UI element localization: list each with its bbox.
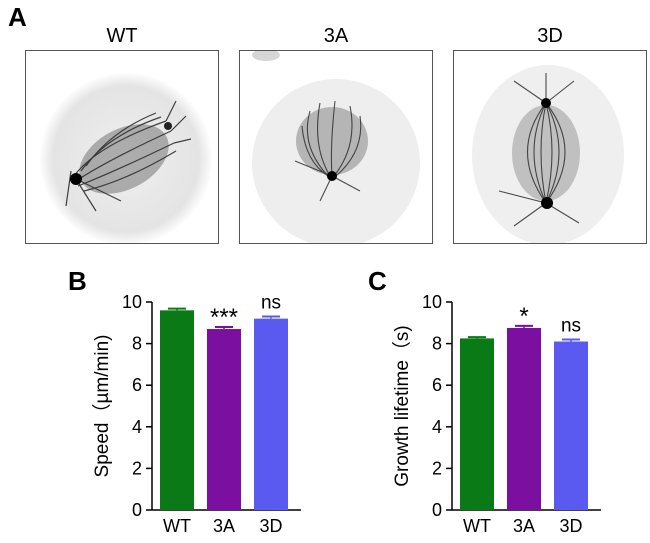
speed-bar-chart: 0 2 4 6 8 10 Speed（µm/min) WT 3A *** 3D ns bbox=[91, 292, 301, 536]
y-tick-label: 0 bbox=[432, 500, 442, 520]
y-tick-label: 4 bbox=[432, 417, 442, 437]
y-axis-label: Speed（µm/min) bbox=[91, 335, 113, 478]
bar-3a bbox=[507, 328, 541, 510]
bar-wt bbox=[460, 338, 494, 510]
y-tick-label: 6 bbox=[432, 375, 442, 395]
y-tick-label: 8 bbox=[132, 334, 142, 354]
bar-3d bbox=[254, 318, 288, 510]
growth-lifetime-bar-chart: 0 2 4 6 8 10 Growth lifetime（s) WT 3A * 3D ns bbox=[391, 292, 601, 536]
x-tick-label: WT bbox=[163, 516, 191, 536]
y-tick-label: 2 bbox=[432, 458, 442, 478]
y-tick-label: 8 bbox=[432, 334, 442, 354]
significance-annotation: ns bbox=[261, 293, 281, 314]
x-tick-label: 3D bbox=[559, 516, 582, 536]
bar-3a bbox=[207, 329, 241, 510]
micrograph-wt bbox=[25, 50, 219, 244]
panel-c-letter: C bbox=[368, 266, 387, 296]
panel-a-letter: A bbox=[8, 2, 27, 32]
image-label-3d: 3D bbox=[537, 25, 563, 47]
image-label-wt: WT bbox=[106, 25, 138, 47]
panel-b-letter: B bbox=[68, 266, 87, 296]
significance-annotation: *** bbox=[210, 304, 238, 331]
significance-annotation: ns bbox=[561, 315, 581, 336]
x-tick-label: 3A bbox=[513, 516, 535, 536]
y-tick-label: 6 bbox=[132, 375, 142, 395]
y-tick-label: 10 bbox=[122, 292, 142, 312]
spindle-image-wt bbox=[40, 73, 212, 243]
y-tick-label: 0 bbox=[132, 500, 142, 520]
y-tick-label: 2 bbox=[132, 458, 142, 478]
bar-3d bbox=[554, 341, 588, 510]
x-tick-label: 3D bbox=[259, 516, 282, 536]
y-axis-label: Growth lifetime（s) bbox=[391, 325, 413, 487]
x-tick-label: WT bbox=[463, 516, 491, 536]
micrograph-3a bbox=[239, 50, 433, 244]
significance-annotation: * bbox=[519, 303, 528, 330]
micrograph-3d bbox=[453, 50, 647, 244]
y-tick-label: 4 bbox=[132, 417, 142, 437]
spindle-image-3d bbox=[472, 65, 624, 243]
image-label-3a: 3A bbox=[323, 25, 349, 47]
x-tick-label: 3A bbox=[213, 516, 235, 536]
bar-wt bbox=[160, 310, 194, 510]
y-tick-label: 10 bbox=[422, 292, 442, 312]
spindle-image-3a bbox=[252, 51, 420, 243]
